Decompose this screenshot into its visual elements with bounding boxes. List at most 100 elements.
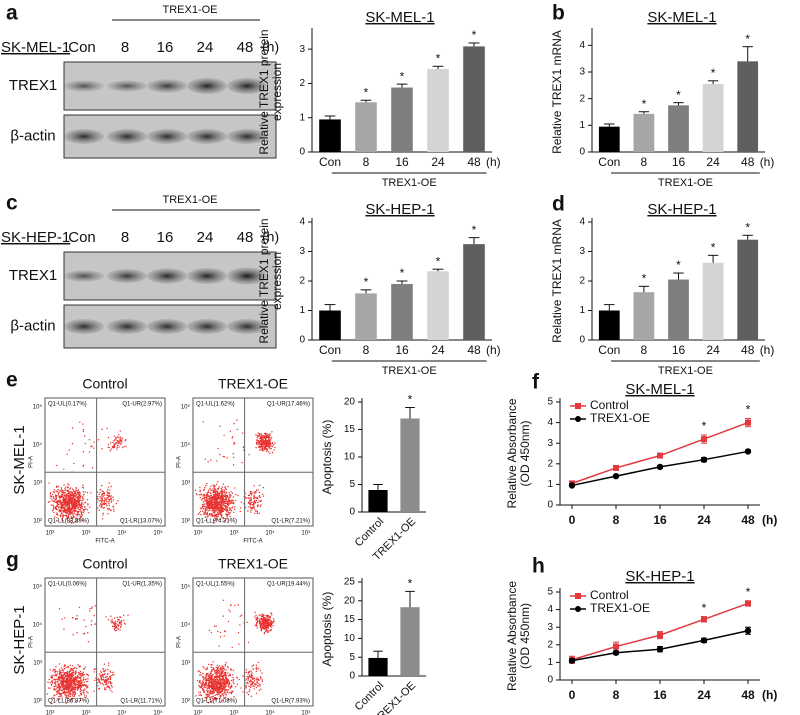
flow-dot	[58, 686, 60, 689]
flow-dot	[107, 508, 109, 511]
quadrant-label: Q1-LR(11.71%)	[120, 699, 162, 705]
flow-dot	[209, 689, 212, 692]
flow-dot	[237, 604, 240, 606]
flow-dot	[46, 693, 49, 695]
flow-y-label: PI-A	[177, 456, 183, 468]
flow-dot	[257, 432, 259, 434]
flow-dot	[69, 685, 72, 688]
flow-dot	[228, 685, 230, 688]
flow-dot	[260, 504, 262, 506]
flow-dot	[108, 504, 111, 507]
flow-dot	[67, 697, 69, 699]
flow-dot	[245, 687, 247, 689]
flow-dot	[73, 684, 75, 686]
flow-dot	[114, 444, 116, 446]
chart-title: SK-HEP-1	[625, 568, 694, 585]
flow-x-tick: 10³	[230, 531, 239, 537]
flow-dot	[210, 631, 213, 634]
flow-dot	[226, 516, 228, 518]
flow-dot	[53, 695, 55, 697]
flow-dot	[75, 504, 77, 507]
flow-dot	[239, 615, 241, 617]
significance-mark: *	[746, 403, 751, 417]
flow-dot	[246, 681, 249, 684]
flow-dot	[58, 491, 61, 494]
flow-x-tick: 10²	[194, 531, 203, 537]
flow-dot	[69, 521, 71, 524]
flow-dot	[49, 492, 52, 494]
flow-dot	[213, 688, 215, 690]
flow-dot	[63, 665, 65, 668]
flow-dot	[201, 506, 204, 509]
flow-dot	[110, 684, 113, 687]
flow-dot	[66, 512, 68, 515]
flow-dot	[250, 498, 252, 500]
flow-dot	[115, 623, 117, 625]
flow-dot	[244, 506, 247, 509]
flow-dot	[257, 667, 260, 670]
flow-dot	[104, 678, 107, 681]
flow-dot	[232, 517, 235, 520]
flow-dot	[216, 688, 218, 691]
flow-dot	[215, 682, 217, 685]
flow-dot	[48, 678, 50, 681]
flow-dot	[83, 632, 86, 635]
flow-dot	[69, 664, 71, 666]
flow-dot	[53, 506, 55, 509]
blot-band	[64, 270, 104, 282]
flow-dot	[234, 604, 236, 607]
flow-dot	[57, 493, 60, 496]
flow-dot	[222, 667, 224, 670]
flow-dot	[93, 614, 95, 617]
flow-dot	[220, 685, 222, 687]
flow-dot	[258, 500, 260, 502]
flow-dot	[263, 633, 265, 635]
flow-dot	[230, 500, 233, 503]
flow-dot	[107, 443, 110, 446]
flow-dot	[261, 617, 263, 620]
flow-dot	[217, 676, 220, 678]
flow-dot	[217, 682, 219, 685]
flow-dot	[96, 497, 99, 500]
y-axis-label: Relative TREX1 protein	[257, 218, 271, 343]
flow-dot	[263, 614, 265, 616]
significance-mark: *	[676, 88, 681, 102]
flow-dot	[214, 681, 216, 683]
flow-dot	[224, 681, 227, 683]
flow-dot	[68, 692, 70, 694]
flow-dot	[253, 680, 256, 682]
flow-dot	[267, 439, 269, 442]
flow-dot	[64, 686, 67, 688]
flow-dot	[201, 510, 204, 512]
flow-dot	[207, 495, 209, 497]
flow-dot	[57, 503, 60, 505]
flow-dot	[118, 434, 120, 436]
y-tick-label: 1	[579, 120, 585, 131]
flow-dot	[209, 691, 211, 693]
flow-dot	[53, 491, 56, 493]
flow-dot	[71, 688, 73, 691]
flow-dot	[260, 444, 262, 446]
flow-dot	[271, 451, 274, 454]
flow-dot	[78, 606, 81, 609]
flow-dot	[221, 509, 224, 511]
flow-dot	[100, 506, 102, 508]
flow-dot	[49, 500, 51, 503]
blot-band	[107, 319, 147, 334]
y-tick-label: 1	[299, 112, 305, 123]
flow-dot	[204, 500, 206, 502]
y-axis-label: (OD 450nm)	[518, 420, 532, 486]
flow-dot	[213, 507, 215, 509]
flow-dot	[65, 687, 67, 689]
flow-dot	[215, 483, 218, 486]
flow-dot	[83, 673, 85, 676]
flow-dot	[78, 508, 80, 511]
quadrant-label: Q1-UL(1.62%)	[196, 402, 235, 408]
flow-dot	[261, 438, 263, 440]
flow-dot	[102, 512, 104, 515]
flow-dot	[79, 495, 82, 498]
flow-dot	[209, 507, 212, 510]
flow-dot	[99, 676, 101, 678]
flow-dot	[241, 461, 243, 464]
flow-dot	[260, 623, 262, 626]
